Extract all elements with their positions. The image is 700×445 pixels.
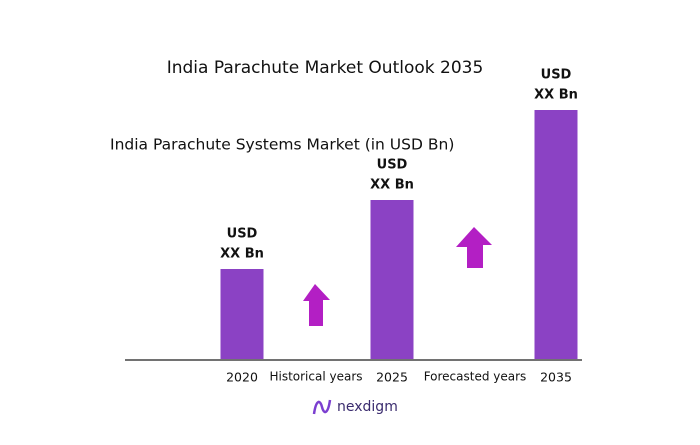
annotation: Historical years [269,370,362,384]
growth-arrow [456,227,492,268]
bar [220,269,264,359]
brand-name: nexdigm [337,399,398,415]
value-label: USD [377,158,408,173]
bar [370,200,414,359]
value-label: XX Bn [370,178,414,193]
brand-logo [312,399,332,415]
annotation: Forecasted years [424,370,527,384]
chart-title: India Parachute Market Outlook 2035 [167,58,484,78]
value-label: USD [541,68,572,83]
x-tick-label: 2025 [376,370,408,385]
value-label: XX Bn [220,247,264,262]
value-label: XX Bn [534,88,578,103]
chart-subtitle: India Parachute Systems Market (in USD B… [110,136,454,154]
x-tick-label: 2020 [226,370,258,385]
bar [534,110,578,359]
x-tick-label: 2035 [540,370,572,385]
value-label: USD [227,227,258,242]
growth-arrow [303,284,330,326]
